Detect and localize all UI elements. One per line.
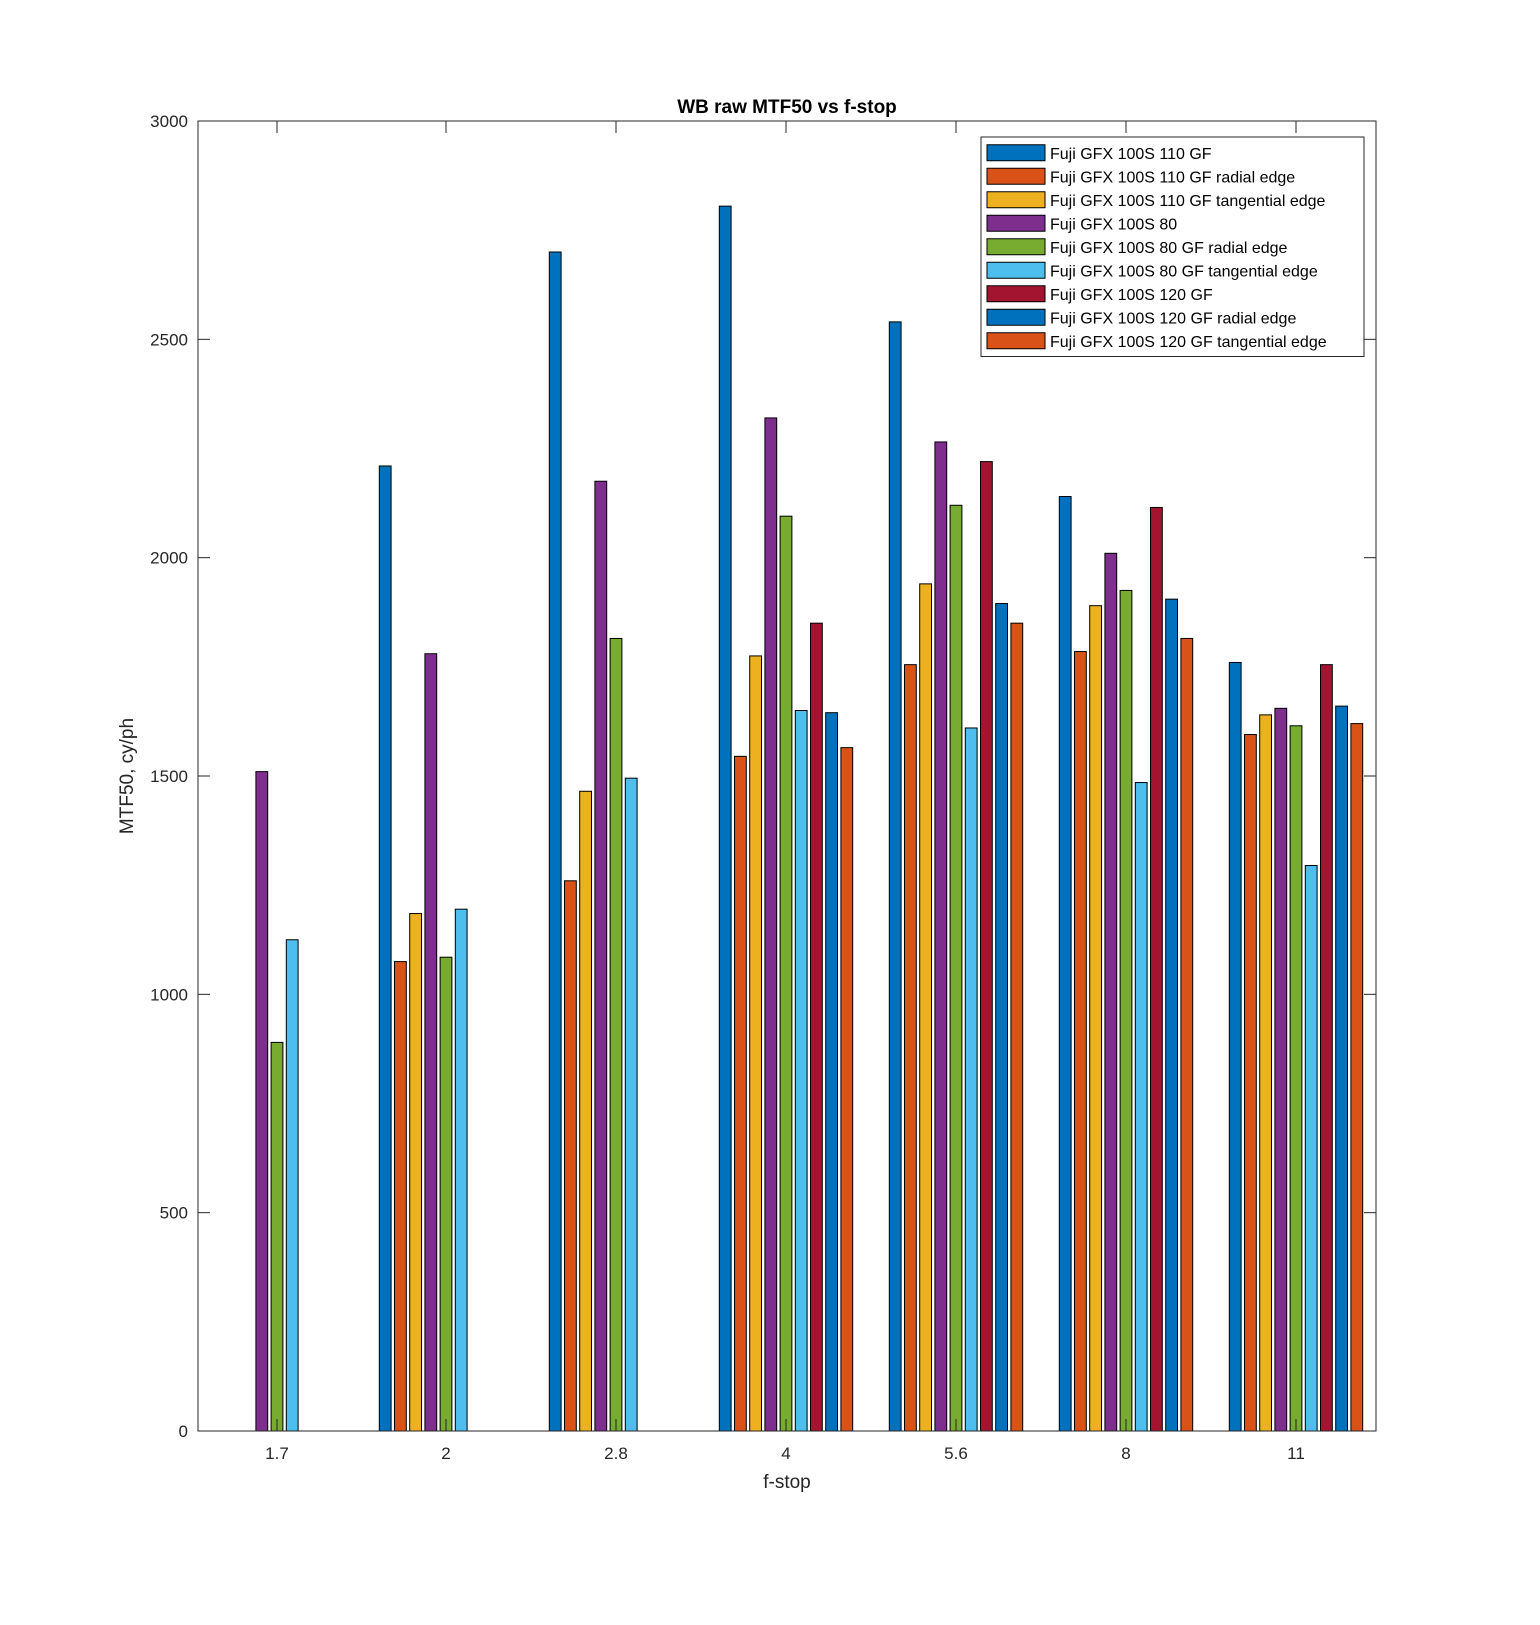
x-tick-label: 2 xyxy=(441,1444,450,1463)
legend: Fuji GFX 100S 110 GF Fuji GFX 100S 110 GF… xyxy=(980,136,1365,357)
legend-entry-label: Fuji GFX 100S 120 GF radial edge xyxy=(1050,310,1296,327)
bar-series-5-11 xyxy=(1289,725,1303,1432)
bar-series-3-2.8 xyxy=(579,790,593,1432)
legend-swatch xyxy=(986,238,1046,256)
legend-entry-label: Fuji GFX 100S 120 GF xyxy=(1050,287,1213,304)
legend-swatch xyxy=(986,261,1046,279)
y-tick-label: 500 xyxy=(160,1204,188,1223)
bar-series-5-1.7 xyxy=(270,1041,284,1432)
bars-group xyxy=(255,205,1364,1432)
bar-series-9-4 xyxy=(840,747,854,1432)
bar-series-4-5.6 xyxy=(934,441,948,1432)
bar-series-7-11 xyxy=(1320,664,1333,1432)
legend-entry-label: Fuji GFX 100S 120 GF tangential edge xyxy=(1050,334,1327,351)
x-tick-label: 1.7 xyxy=(265,1444,289,1463)
bar-series-7-8 xyxy=(1150,506,1163,1432)
bar-series-6-8 xyxy=(1134,782,1148,1432)
bar-series-4-2 xyxy=(424,653,438,1432)
y-axis-label: MTF50, cy/ph xyxy=(117,718,138,834)
bar-series-1-5.6 xyxy=(888,321,902,1432)
bar-series-4-1.7 xyxy=(255,771,269,1432)
bar-series-6-1.7 xyxy=(285,939,299,1432)
legend-swatch xyxy=(986,167,1046,185)
bar-series-6-2.8 xyxy=(624,777,638,1432)
bar-series-3-5.6 xyxy=(919,583,933,1432)
bar-series-3-4 xyxy=(749,655,763,1432)
bar-series-8-4 xyxy=(825,712,839,1432)
bar-series-9-11 xyxy=(1350,723,1364,1432)
bar-series-6-2 xyxy=(454,908,468,1432)
x-tick-label: 5.6 xyxy=(944,1444,968,1463)
bar-series-4-11 xyxy=(1274,707,1288,1432)
bar-series-5-8 xyxy=(1119,589,1133,1432)
bar-series-2-11 xyxy=(1244,734,1257,1432)
bar-series-7-5.6 xyxy=(980,461,993,1432)
legend-swatch xyxy=(986,308,1046,326)
chart-title: WB raw MTF50 vs f-stop xyxy=(677,97,897,118)
bar-series-5-2.8 xyxy=(609,637,623,1432)
bar-series-5-2 xyxy=(439,956,453,1432)
bar-series-4-4 xyxy=(764,417,778,1432)
legend-swatch xyxy=(986,214,1046,232)
x-tick-label: 11 xyxy=(1287,1444,1305,1463)
bar-series-8-8 xyxy=(1165,598,1178,1432)
bar-series-9-5.6 xyxy=(1010,622,1024,1432)
y-tick-label: 1500 xyxy=(150,767,188,786)
bar-series-3-11 xyxy=(1259,714,1272,1432)
y-tick-label: 2500 xyxy=(150,330,188,349)
bar-series-6-4 xyxy=(794,710,808,1432)
bar-series-9-8 xyxy=(1180,637,1194,1432)
bar-series-8-5.6 xyxy=(995,603,1009,1432)
axes-group: 0 500 1000 1500 2000 2500 3000 1.7 2 2.8 4 5.6 8 11 xyxy=(150,112,1377,1463)
bar-series-5-5.6 xyxy=(949,504,963,1432)
legend-entry-label: Fuji GFX 100S 110 GF tangential edge xyxy=(1050,193,1326,210)
y-tick-label: 2000 xyxy=(150,549,188,568)
y-tick-label: 0 xyxy=(179,1422,188,1441)
x-tick-label: 4 xyxy=(781,1444,790,1463)
bar-series-4-2.8 xyxy=(594,480,608,1432)
legend-entry-label: Fuji GFX 100S 80 GF radial edge xyxy=(1050,240,1288,257)
bar-series-1-8 xyxy=(1058,496,1072,1432)
bar-series-4-8 xyxy=(1104,552,1118,1432)
legend-swatch xyxy=(986,332,1046,350)
bar-series-2-2 xyxy=(394,961,407,1432)
legend-swatch xyxy=(986,144,1046,162)
x-tick-label: 2.8 xyxy=(604,1444,628,1463)
legend-entry-label: Fuji GFX 100S 110 GF radial edge xyxy=(1050,169,1295,186)
y-tick-label: 1000 xyxy=(150,985,188,1004)
bar-series-2-2.8 xyxy=(564,880,577,1432)
x-axis-label: f-stop xyxy=(763,1472,811,1493)
bar-series-5-4 xyxy=(779,515,793,1432)
legend-entry-label: Fuji GFX 100S 80 GF tangential edge xyxy=(1050,263,1318,280)
bar-series-2-5.6 xyxy=(904,664,917,1432)
legend-swatch xyxy=(986,285,1046,303)
bar-series-1-2.8 xyxy=(548,251,562,1432)
legend-entry-label: Fuji GFX 100S 110 GF xyxy=(1050,146,1212,163)
bar-series-8-11 xyxy=(1335,705,1348,1432)
bar-series-1-11 xyxy=(1228,661,1242,1432)
bar-series-2-8 xyxy=(1074,651,1087,1432)
bar-series-1-4 xyxy=(718,205,732,1432)
x-tick-label: 8 xyxy=(1121,1444,1130,1463)
bar-series-3-2 xyxy=(409,913,423,1432)
bar-series-2-4 xyxy=(734,755,747,1432)
y-tick-label: 3000 xyxy=(150,112,188,131)
bar-series-1-2 xyxy=(378,465,392,1432)
legend-swatch xyxy=(986,191,1046,209)
bar-series-6-11 xyxy=(1304,865,1318,1432)
bar-series-7-4 xyxy=(810,622,823,1432)
bar-series-6-5.6 xyxy=(964,727,978,1432)
bar-series-3-8 xyxy=(1089,605,1102,1432)
legend-entry-label: Fuji GFX 100S 80 xyxy=(1050,216,1177,233)
